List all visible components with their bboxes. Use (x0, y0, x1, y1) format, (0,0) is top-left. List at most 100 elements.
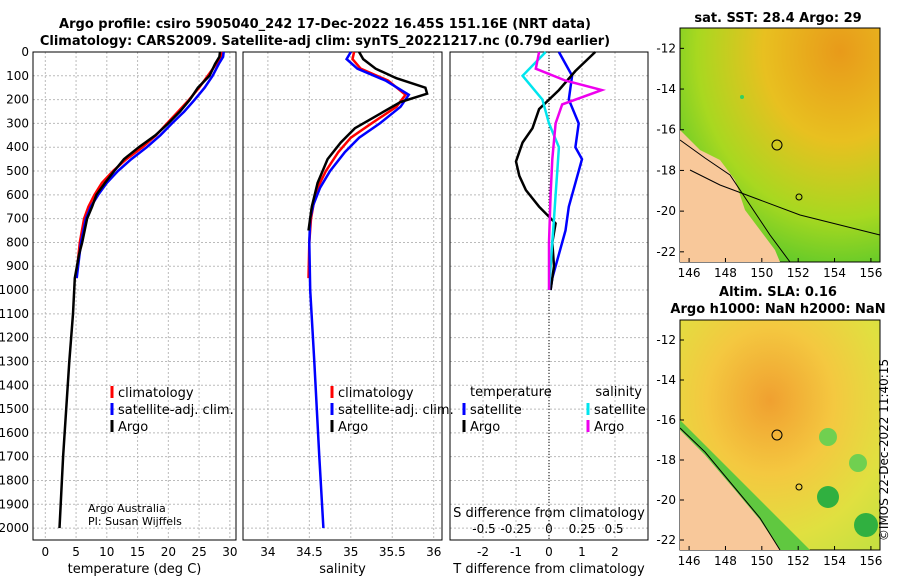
series-line-argo (58, 51, 222, 529)
altimetry-land (680, 430, 780, 550)
altimetry-title-line-1: Altim. SLA: 0.16 (719, 285, 837, 300)
y-tick-label: 600 (6, 188, 29, 202)
y-tick-label: 1500 (0, 402, 29, 416)
y-tick-label: 1900 (0, 497, 29, 511)
map-y-tick-label: -16 (656, 123, 676, 137)
x-tick-label: 30 (222, 545, 237, 559)
map-x-tick-label: 150 (750, 266, 773, 280)
series-line-temperature-satellite (549, 51, 584, 291)
series-line-climatology (307, 51, 408, 279)
legend-label: satellite-adj. clim. (338, 403, 454, 418)
difference-panel: -2 -1 0 1 2 T difference from climatology temp… (449, 51, 649, 577)
series-line-argo (307, 51, 429, 231)
sst-coastline (679, 139, 791, 263)
map-y-tick-label: -22 (656, 533, 676, 547)
map-x-tick-label: 148 (714, 266, 737, 280)
series-line-satellite-adj-clim- (308, 51, 411, 529)
x-tick-label: 25 (191, 545, 206, 559)
sst-bathymetry-contour (689, 169, 881, 236)
x-tick-label: -2 (477, 545, 489, 559)
y-tick-label: 800 (6, 235, 29, 249)
altimetry-eddy-4 (854, 513, 878, 537)
credit-text: Argo Australia (88, 502, 166, 515)
map-y-tick-label: -18 (656, 163, 676, 177)
map-x-tick-label: 154 (823, 266, 846, 280)
altimetry-eddy-3 (819, 428, 837, 446)
y-tick-label: 500 (6, 164, 29, 178)
y-tick-label: 1700 (0, 450, 29, 464)
map-x-tick-label: 150 (750, 554, 773, 568)
map-y-tick-label: -12 (656, 333, 676, 347)
map-x-tick-label: 148 (714, 554, 737, 568)
y-tick-label: 200 (6, 93, 29, 107)
sst-map-title: sat. SST: 28.4 Argo: 29 (694, 11, 861, 26)
altimetry-eddy-1 (817, 486, 839, 508)
map-x-tick-label: 146 (678, 554, 701, 568)
altimetry-reef-1 (771, 429, 783, 441)
map-y-tick-label: -16 (656, 413, 676, 427)
y-tick-label: 0 (21, 45, 29, 59)
y-tick-label: 700 (6, 212, 29, 226)
x-tick-label: 10 (99, 545, 114, 559)
map-x-tick-label: 156 (859, 554, 882, 568)
sst-reef-2 (795, 193, 803, 201)
legend-label: Argo (118, 420, 148, 435)
y-tick-label: 1400 (0, 378, 29, 392)
s-tick-label: 0.25 (569, 522, 596, 536)
x-tick-label: 5 (72, 545, 80, 559)
legend-title-salinity: salinity (595, 385, 642, 400)
map-x-tick-label: 152 (787, 266, 810, 280)
x-tick-label: 0 (545, 545, 553, 559)
x-tick-label: 15 (130, 545, 145, 559)
y-tick-label: 1600 (0, 426, 29, 440)
x-axis-label: salinity (319, 562, 366, 577)
legend-label: Argo (594, 420, 624, 435)
legend-label: satellite (470, 403, 522, 418)
altimetry-map: Altim. SLA: 0.16 Argo h1000: NaN h2000: … (656, 285, 885, 568)
y-tick-label: 900 (6, 259, 29, 273)
argo-position-marker (740, 95, 744, 99)
map-y-tick-label: -14 (656, 82, 676, 96)
map-x-tick-label: 146 (678, 266, 701, 280)
y-tick-label: 2000 (0, 521, 29, 535)
y-tick-label: 1300 (0, 354, 29, 368)
map-y-tick-label: -18 (656, 453, 676, 467)
figure-title-line-2: Climatology: CARS2009. Satellite-adj cli… (40, 34, 610, 49)
y-tick-label: 300 (6, 116, 29, 130)
y-tick-label: 1000 (0, 283, 29, 297)
map-y-tick-label: -14 (656, 373, 676, 387)
copyright-label: ©IMOS 22-Dec-2022 11:40:15 (877, 359, 891, 541)
s-tick-label: -0.5 (472, 522, 495, 536)
map-x-tick-label: 154 (823, 554, 846, 568)
y-tick-label: 400 (6, 140, 29, 154)
map-y-tick-label: -22 (656, 245, 676, 259)
x-tick-label: 0 (41, 545, 49, 559)
altimetry-eddy-2 (849, 454, 867, 472)
legend-label: climatology (118, 386, 194, 401)
x-tick-label: 34.5 (296, 545, 323, 559)
legend-label: satellite-adj. clim. (118, 403, 234, 418)
x-tick-label: -1 (510, 545, 522, 559)
x-axis-label: T difference from climatology (452, 562, 645, 577)
x-axis-label: temperature (deg C) (68, 562, 202, 577)
salinity-panel: 34 34.5 35 35.5 36 salinity climatology satelli… (242, 51, 454, 577)
series-line-salinity-satellite (520, 51, 561, 291)
altimetry-title-line-2: Argo h1000: NaN h2000: NaN (670, 302, 885, 317)
map-y-tick-label: -12 (656, 41, 676, 55)
legend-label: climatology (338, 386, 414, 401)
legend-label: satellite (594, 403, 646, 418)
x-tick-label: 34 (260, 545, 275, 559)
map-y-tick-label: -20 (656, 204, 676, 218)
map-y-tick-label: -20 (656, 493, 676, 507)
credit-text: PI: Susan Wijffels (88, 515, 182, 528)
sst-map: sat. SST: 28.4 Argo: 29 146 148 150 152 154 1… (656, 11, 882, 280)
y-tick-label: 1800 (0, 473, 29, 487)
x-tick-label: 2 (611, 545, 619, 559)
x-tick-label: 35.5 (379, 545, 406, 559)
altimetry-reef-2 (795, 483, 803, 491)
sst-reef-1 (771, 139, 783, 151)
legend-label: Argo (470, 420, 500, 435)
altimetry-coastline (679, 427, 781, 551)
y-tick-label: 1200 (0, 331, 29, 345)
